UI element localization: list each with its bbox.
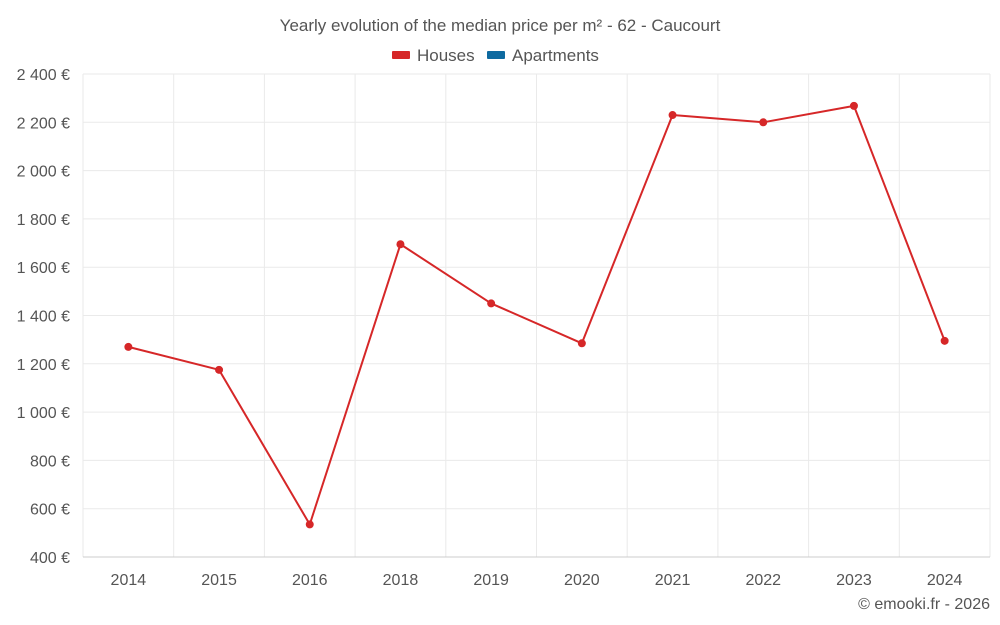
x-axis-ticks: 2014 2015 2016 2018 2019 2020 2021 2022 2023 2024 [111, 572, 963, 589]
data-point-houses[interactable] [940, 336, 949, 345]
data-point-houses[interactable] [396, 240, 405, 249]
x-tick-label: 2016 [292, 572, 328, 589]
x-tick-label: 2020 [564, 572, 600, 589]
data-point-houses[interactable] [759, 118, 768, 127]
data-point-houses[interactable] [577, 339, 586, 348]
y-tick-label: 1 600 € [17, 260, 70, 277]
y-axis-ticks: 400 € 600 € 800 € 1 000 € 1 200 € 1 400 € 1 60… [17, 67, 70, 567]
data-point-houses[interactable] [849, 101, 858, 110]
x-tick-label: 2014 [111, 572, 147, 589]
series-line-houses [128, 104, 946, 526]
x-tick-label: 2021 [655, 572, 691, 589]
legend-swatch-houses [392, 51, 410, 59]
y-tick-label: 800 € [30, 453, 70, 470]
credit-text: © emooki.fr - 2026 [858, 596, 990, 613]
y-tick-label: 400 € [30, 550, 70, 567]
y-tick-label: 1 000 € [17, 405, 70, 422]
x-tick-label: 2022 [745, 572, 781, 589]
legend-item-houses[interactable]: Houses [392, 46, 475, 65]
x-gridlines [82, 74, 991, 557]
y-tick-label: 1 400 € [17, 309, 70, 326]
y-tick-label: 2 400 € [17, 67, 70, 84]
y-tick-label: 2 200 € [17, 115, 70, 132]
y-tick-label: 600 € [30, 502, 70, 519]
y-tick-label: 1 200 € [17, 357, 70, 374]
x-tick-label: 2023 [836, 572, 872, 589]
data-point-houses[interactable] [487, 299, 496, 308]
x-tick-label: 2019 [473, 572, 509, 589]
data-point-houses[interactable] [668, 111, 677, 120]
legend-label-houses: Houses [417, 46, 475, 65]
legend-label-apartments: Apartments [512, 46, 599, 65]
y-tick-label: 2 000 € [17, 164, 70, 181]
x-tick-label: 2024 [927, 572, 963, 589]
x-tick-label: 2018 [383, 572, 419, 589]
legend-swatch-apartments [487, 51, 505, 59]
data-point-houses[interactable] [124, 342, 133, 351]
y-tick-label: 1 800 € [17, 212, 70, 229]
x-tick-label: 2015 [201, 572, 237, 589]
legend[interactable]: Houses Apartments [392, 46, 599, 65]
legend-item-apartments[interactable]: Apartments [487, 46, 599, 65]
data-point-houses[interactable] [305, 520, 314, 529]
data-point-houses[interactable] [215, 365, 224, 374]
chart-title: Yearly evolution of the median price per… [280, 16, 721, 35]
series-layer [124, 101, 949, 529]
